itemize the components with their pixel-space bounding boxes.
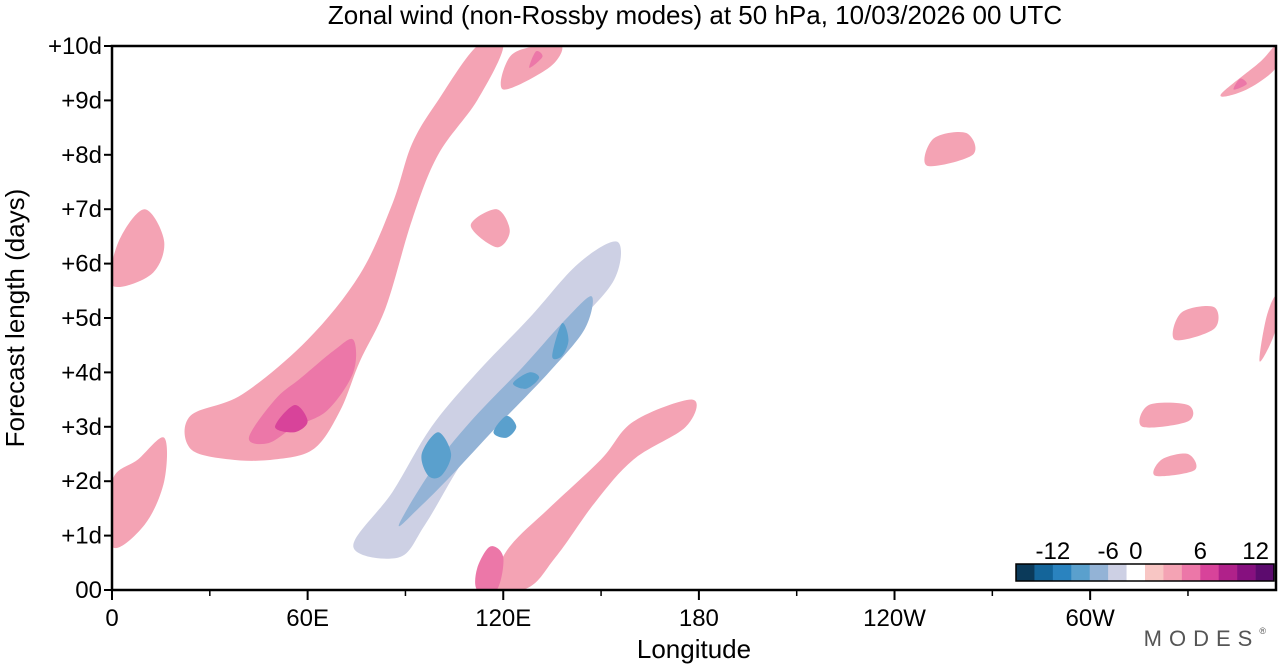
colorbar-swatch <box>1052 564 1072 581</box>
negative-band-main <box>353 241 622 559</box>
positive-core-east <box>475 546 504 590</box>
y-tick-label: +6d <box>61 251 102 278</box>
x-tick-label: 0 <box>105 605 118 632</box>
x-axis: 0 60E 120E 180 120W 60W <box>105 590 1189 632</box>
positive-patch-europe <box>1153 453 1197 477</box>
positive-patch-lower-left <box>112 437 168 549</box>
colorbar-frame <box>1015 563 1275 582</box>
colorbar-swatch <box>1089 564 1109 581</box>
colorbar-tick-label: 6 <box>1194 538 1207 565</box>
y-tick-label: 00 <box>75 577 102 604</box>
negative-patch-atlantic <box>1011 214 1063 264</box>
positive-band-east <box>457 399 697 590</box>
colorbar-tick-label: -12 <box>1036 538 1071 565</box>
colorbar-swatch <box>1255 564 1275 581</box>
positive-band-west <box>184 46 504 461</box>
colorbar-swatch <box>1237 564 1256 581</box>
y-tick-label: +3d <box>61 414 102 441</box>
colorbar-swatch <box>1181 564 1201 581</box>
positive-core-west <box>275 404 308 433</box>
colorbar-swatch <box>1034 564 1054 581</box>
positive-patch-mid-atlantic <box>1172 306 1219 341</box>
x-axis-label: Longitude <box>637 634 751 664</box>
negative-core-3 <box>512 372 540 389</box>
colorbar-swatch <box>1218 564 1238 581</box>
positive-patch-atl-2 <box>1139 402 1194 428</box>
y-tick-label: +10d <box>48 33 102 60</box>
colorbar-tick-label: -6 <box>1097 538 1118 565</box>
positive-patch-upper-left <box>112 209 165 287</box>
y-tick-label: +4d <box>61 359 102 386</box>
positive-patch-far-east <box>1233 78 1247 90</box>
colorbar-swatch <box>1016 564 1035 581</box>
negative-patch-dateline <box>684 475 720 498</box>
negative-core-4 <box>552 323 569 360</box>
x-tick-label: 120W <box>863 605 926 632</box>
y-tick-label: +9d <box>61 87 102 114</box>
y-axis: 00 +1d +2d +3d +4d +5d +6d +7d +8d +9d +10d <box>48 33 112 604</box>
negative-core-1 <box>421 432 452 479</box>
plot-frame <box>110 44 1278 592</box>
y-tick-label: +1d <box>61 523 102 550</box>
positive-patch-west-central <box>924 131 976 167</box>
chart-title: Zonal wind (non-Rossby modes) at 50 hPa,… <box>328 0 1062 30</box>
colorbar: -12 -6 0 6 12 <box>1015 538 1275 582</box>
x-tick-label: 60W <box>1065 605 1115 632</box>
negative-core-2 <box>493 415 517 438</box>
colorbar-swatch <box>1163 564 1183 581</box>
positive-patch-eastasia <box>529 50 543 68</box>
positive-core-west <box>248 338 357 445</box>
positive-patch-dateline-2 <box>1259 296 1276 362</box>
positive-patch-mid <box>470 209 510 248</box>
brand-logo: MODES® <box>1143 626 1266 651</box>
wind-field <box>112 46 1276 590</box>
y-axis-label: Forecast length (days) <box>0 189 30 448</box>
colorbar-swatch <box>1071 564 1091 581</box>
y-tick-label: +5d <box>61 305 102 332</box>
colorbar-swatch <box>1126 564 1146 581</box>
y-tick-label: +7d <box>61 196 102 223</box>
positive-patch-far-east <box>1220 46 1276 97</box>
negative-band-upper <box>241 46 481 307</box>
x-tick-label: 60E <box>286 605 329 632</box>
negative-band-pacific <box>665 46 706 85</box>
colorbar-swatch <box>1145 564 1164 581</box>
colorbar-swatch <box>1200 564 1220 581</box>
colorbar-swatch <box>1108 564 1127 581</box>
colorbar-tick-label: 12 <box>1242 538 1269 565</box>
x-tick-label: 120E <box>475 605 531 632</box>
x-tick-label: 180 <box>679 605 719 632</box>
y-tick-label: +2d <box>61 468 102 495</box>
colorbar-tick-label: 0 <box>1129 538 1142 565</box>
positive-patch-eastasia <box>500 46 563 90</box>
y-tick-label: +8d <box>61 142 102 169</box>
negative-band-main <box>398 296 593 527</box>
